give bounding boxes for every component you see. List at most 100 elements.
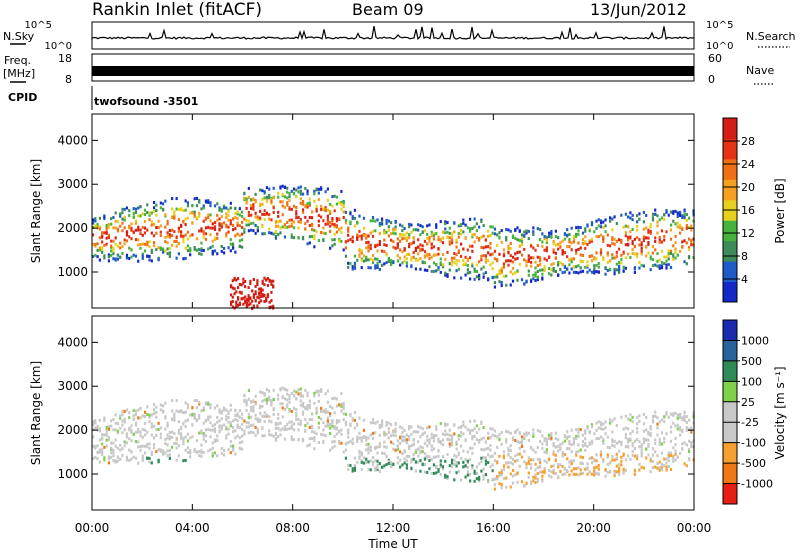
power-cell <box>588 240 591 244</box>
power-cell <box>143 219 147 223</box>
velocity-cell <box>279 387 282 391</box>
power-cell <box>274 224 278 228</box>
velocity-cell <box>462 465 465 469</box>
velocity-cell <box>469 458 472 462</box>
velocity-cell <box>462 449 465 453</box>
velocity-cell <box>450 440 454 444</box>
power-cell <box>581 242 585 246</box>
power-cell <box>611 241 614 245</box>
velocity-cell <box>322 428 325 432</box>
velocity-cell <box>665 432 668 436</box>
power-cell <box>177 226 180 230</box>
velocity-cell <box>148 447 151 451</box>
power-cell <box>146 228 149 232</box>
power-cell <box>446 274 449 278</box>
power-cell <box>150 259 153 263</box>
velocity-cell <box>453 432 456 436</box>
velocity-cell <box>552 464 555 468</box>
power-cell <box>252 293 255 297</box>
power-cell <box>419 243 422 247</box>
velocity-cell <box>335 427 339 431</box>
velocity-cell <box>367 436 370 440</box>
power-cell <box>448 242 451 246</box>
power-cell <box>453 230 456 234</box>
power-cell <box>164 225 167 229</box>
power-cell <box>475 263 478 267</box>
velocity-cell <box>182 410 185 414</box>
velocity-cell <box>606 435 609 439</box>
power-cell <box>103 231 106 235</box>
velocity-cell <box>344 420 348 424</box>
velocity-cell <box>281 386 284 390</box>
power-cell <box>353 261 357 265</box>
power-cell <box>161 247 165 251</box>
power-cell <box>290 218 293 222</box>
power-cell <box>263 293 266 297</box>
power-cell <box>435 263 438 267</box>
power-cell <box>146 203 149 207</box>
power-cell <box>306 219 309 223</box>
velocity-cell <box>252 431 255 435</box>
velocity-cell <box>441 432 445 436</box>
power-cell <box>570 260 573 264</box>
power-cell <box>159 246 162 250</box>
velocity-cell <box>254 413 257 417</box>
range-tick-label: 2000 <box>57 423 88 437</box>
velocity-cell <box>624 436 627 440</box>
velocity-cell <box>455 447 458 451</box>
velocity-cell <box>338 403 341 407</box>
velocity-cell <box>286 392 289 396</box>
power-cell <box>211 244 214 248</box>
power-cell <box>195 196 199 200</box>
power-cell <box>606 268 609 272</box>
velocity-cell <box>270 420 273 424</box>
power-cell <box>514 257 517 261</box>
velocity-cell <box>457 451 460 455</box>
velocity-colorbar-label: Velocity [m s⁻¹] <box>773 366 787 459</box>
power-cell <box>432 261 436 265</box>
power-cell <box>218 222 221 226</box>
power-cell <box>620 239 623 243</box>
power-cell <box>496 243 499 247</box>
velocity-cell <box>620 459 623 463</box>
velocity-cell <box>286 398 289 402</box>
velocity-cell <box>240 434 244 438</box>
velocity-cell <box>606 470 609 474</box>
velocity-cell <box>272 412 275 416</box>
velocity-cell <box>256 427 259 431</box>
power-cell <box>523 230 526 234</box>
power-cell <box>676 253 679 257</box>
power-cell <box>371 234 375 238</box>
velocity-cell <box>315 409 318 413</box>
velocity-cell <box>606 462 609 466</box>
power-cell <box>369 266 372 270</box>
power-cell <box>353 264 357 268</box>
velocity-cell <box>186 418 190 422</box>
power-cell <box>200 227 203 231</box>
power-cell <box>238 302 241 306</box>
velocity-cell <box>152 446 156 450</box>
power-cell <box>421 248 424 252</box>
power-cell <box>690 239 693 243</box>
power-cell <box>394 220 397 224</box>
power-cell <box>202 232 205 236</box>
velocity-cell <box>252 405 255 409</box>
velocity-cell <box>195 418 199 422</box>
power-cell <box>279 185 282 189</box>
power-cell <box>236 221 239 225</box>
velocity-cell <box>238 441 241 445</box>
velocity-cell <box>385 463 388 467</box>
power-cell <box>349 221 352 225</box>
power-cell <box>658 264 661 268</box>
velocity-cell <box>511 468 515 472</box>
velocity-cell <box>520 442 524 446</box>
power-cell <box>536 227 539 231</box>
power-cell <box>177 218 180 222</box>
power-cell <box>640 252 643 256</box>
velocity-cell <box>475 431 478 435</box>
power-cell <box>613 272 616 276</box>
power-cell <box>660 240 664 244</box>
velocity-cell <box>520 435 524 439</box>
velocity-cell <box>155 405 158 409</box>
power-cell <box>602 257 605 261</box>
